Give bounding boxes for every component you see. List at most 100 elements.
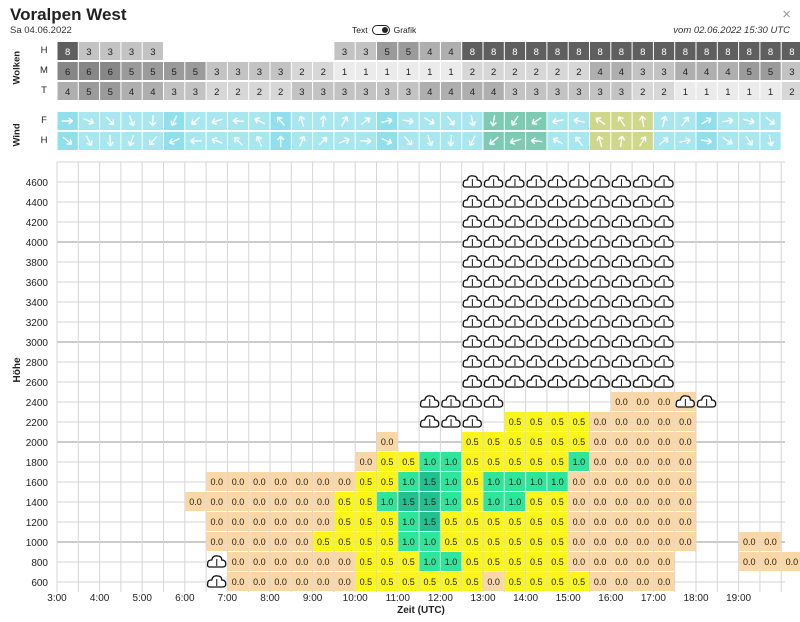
cloud-cover-value: 5 [86,87,91,98]
heatmap-value: 1.0 [445,477,458,487]
heatmap-value: 0.5 [381,537,394,547]
cloud-cover-cell [590,82,611,100]
cloud-cover-cell [313,82,334,100]
cloud-cover-value: 4 [725,67,730,78]
heatmap-value: 0.0 [360,457,373,467]
heatmap-value: 0.0 [636,537,649,547]
heatmap-value: 0.0 [764,557,777,567]
heatmap-value: 0.0 [594,457,607,467]
heatmap-value: 0.5 [338,497,351,507]
wind-arrow-icon [319,115,327,128]
view-toggle[interactable]: Text Grafik [352,25,416,35]
heatmap-value: 0.0 [615,577,628,587]
heatmap-cell [611,572,632,591]
heatmap-cell [185,492,206,511]
toggle-graphic-label: Grafik [393,25,417,35]
cloud-cover-value: 5 [172,67,177,78]
cloud-cover-cell [270,82,291,100]
heatmap-cell [611,532,632,551]
clouds-row-label: H [40,45,48,56]
heatmap-cell [653,552,675,571]
x-tick-label: 13:00 [470,593,495,604]
heatmap-cell [632,572,653,591]
heatmap-cell [377,472,398,491]
heatmap-value: 0.5 [360,517,373,527]
cloud-cover-value: 1 [448,67,453,78]
cloud-cover-cell [611,82,632,100]
heatmap-cell [526,552,547,571]
heatmap-cell [440,492,462,511]
cloud-cover-cell [611,62,632,80]
wind-arrow-icon [190,137,202,145]
wind-arrow-icon [447,134,455,147]
cloud-cover-value: 1 [747,87,752,98]
heatmap-cell [440,452,462,471]
heatmap-value: 1.0 [445,557,458,567]
wind-arrow-icon [211,137,223,144]
heatmap-value: 0.0 [636,517,649,527]
heatmap-cell [653,572,675,591]
heatmap-cell [334,472,355,491]
heatmap-cell [590,412,611,431]
heatmap-cell [611,512,632,531]
cloud-cover-cell [377,82,398,100]
wind-arrow-icon [639,136,647,147]
wind-arrow-icon [403,136,413,146]
wind-row-label: F [41,115,47,126]
cloud-cover-value: 3 [512,87,517,98]
heatmap-value: 0.5 [445,517,458,527]
wind-arrow-icon [169,137,180,145]
heatmap-cell [568,552,589,571]
heatmap-cell [568,532,589,551]
heatmap-value: 0.5 [551,497,564,507]
cloud-cover-cell [739,62,760,80]
cloud-cover-cell [355,82,376,100]
heatmap-cell [675,452,696,471]
axes: 600 800 1000 1200 1400 1600 1800 2000 2200 2400 26… [12,178,752,616]
heatmap-value: 0.0 [658,557,671,567]
heatmap-cell [334,552,355,571]
heatmap-cell [547,532,568,551]
x-tick-label: 4:00 [90,593,110,604]
heatmap-value: 0.5 [466,457,479,467]
heatmap-value: 0.0 [594,477,607,487]
cloud-cover-cell [57,42,78,60]
heatmap-value: 0.5 [509,577,522,587]
heatmap-value: 0.0 [317,557,330,567]
heatmap-cell [590,452,611,471]
heatmap-value: 0.0 [615,477,628,487]
cloud-cover-cell [334,62,355,80]
heatmap-value: 0.0 [658,577,671,587]
heatmap-value: 1.5 [423,477,436,487]
heatmap-value: 0.0 [274,497,287,507]
heatmap-value: 0.5 [551,517,564,527]
issued-timestamp: vom 02.06.2022 15:30 UTC [673,25,790,36]
toggle-switch[interactable] [371,25,390,35]
wind-arrow-icon [618,135,626,148]
heatmap-cell [653,492,675,511]
cloud-cover-value: 1 [363,67,368,78]
close-icon[interactable]: × [782,6,791,23]
cloud-cover-value: 3 [108,47,113,58]
heatmap-cell [611,472,632,491]
cloud-cover-cell [675,62,696,80]
wind-arrow-icon [276,116,286,127]
heatmap-value: 0.0 [253,497,266,507]
cloud-cover-cell [142,62,163,80]
heatmap-value: 0.0 [274,477,287,487]
heatmap-value: 0.0 [679,437,692,447]
clouds-row-label: M [40,65,48,76]
heatmap-cell [739,552,760,571]
wind-arrow-icon [446,115,455,126]
cloud-cover-cell [291,82,313,100]
heatmap-value: 1.0 [530,477,543,487]
heatmap-value: 0.0 [573,477,586,487]
cloud-cover-value: 5 [108,87,113,98]
cloud-cover-cell [739,42,760,60]
heatmap-cell [291,492,313,511]
heatmap-cell [568,432,589,451]
heatmap-cell [568,452,589,471]
x-tick-label: 8:00 [260,593,280,604]
cloud-cover-cell [568,82,589,100]
cloud-cover-value: 2 [576,67,581,78]
